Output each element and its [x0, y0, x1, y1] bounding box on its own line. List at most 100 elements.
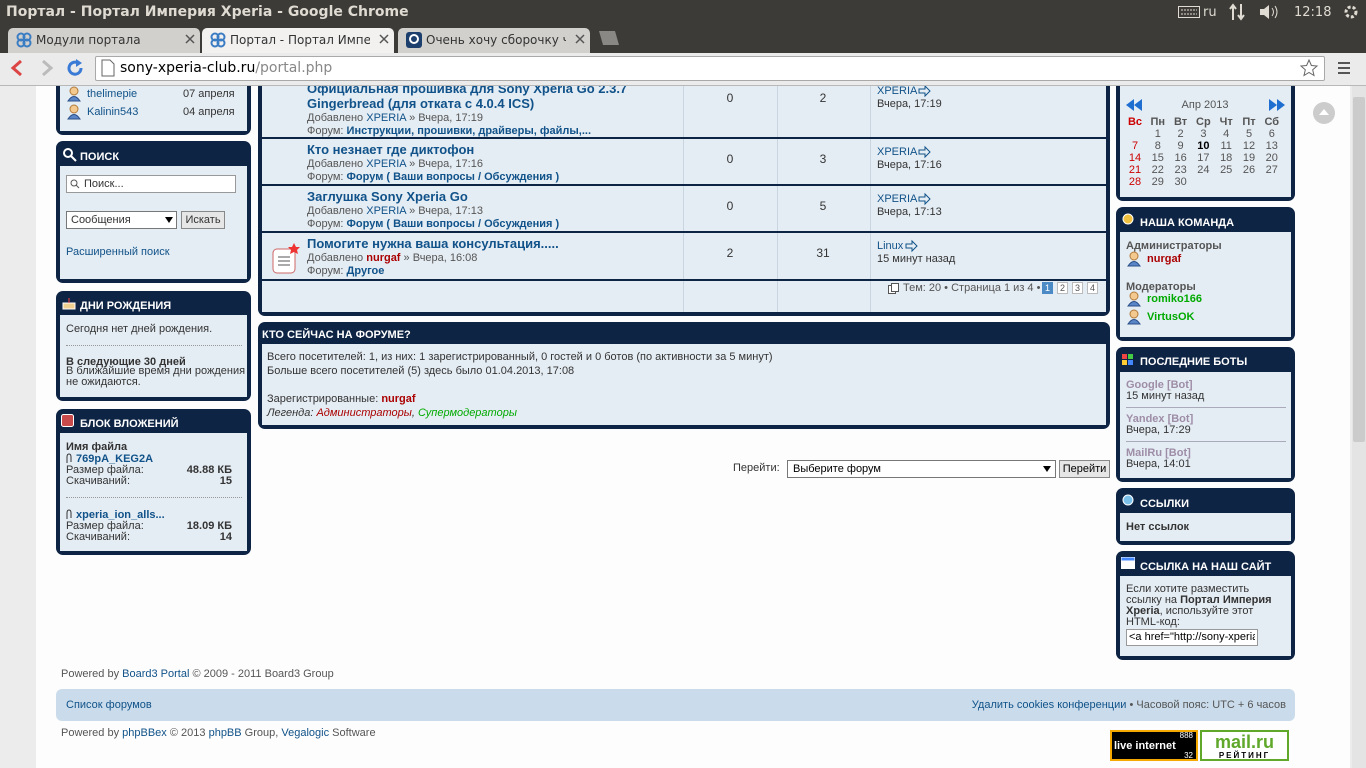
cookies-link[interactable]: Удалить cookies конференции — [971, 699, 1127, 711]
topic-forum: Форум: Форум ( Ваши вопросы / Обсуждения… — [307, 170, 559, 184]
file-link[interactable]: xperia_ion_alls... — [76, 509, 165, 521]
tab-close[interactable] — [575, 34, 585, 44]
back-button[interactable] — [10, 59, 24, 77]
birthdays-today: Сегодня нет дней рождения. — [66, 323, 213, 335]
search-scope-select[interactable] — [66, 211, 177, 229]
text: Powered by — [61, 727, 120, 739]
legend-supermods[interactable]: Супермодераторы — [417, 407, 517, 419]
search-scope[interactable]: Сообщения — [71, 214, 131, 226]
calendar-prev[interactable] — [1126, 99, 1143, 111]
page-button[interactable] — [1087, 282, 1098, 294]
user-link[interactable]: thelimepie — [87, 88, 138, 100]
session-icon[interactable] — [1342, 3, 1360, 21]
tab-title[interactable]: Очень хочу сборочку чуд — [426, 33, 566, 47]
author-link[interactable]: nurgaf — [366, 252, 401, 264]
forum-link[interactable]: Инструкции, прошивки, драйверы, файлы,..… — [346, 125, 592, 137]
last-author-link[interactable]: XPERIA — [877, 193, 918, 205]
forum-link[interactable]: Другое — [346, 265, 385, 277]
mailru-badge[interactable] — [1200, 730, 1289, 761]
author-link[interactable]: XPERIA — [366, 158, 406, 170]
online-total: Всего посетителей: 1, из них: 1 зарегист… — [267, 351, 773, 363]
powered-link[interactable]: phpBB — [208, 727, 242, 739]
tab[interactable] — [8, 28, 200, 53]
last-author-link[interactable]: Linux — [877, 240, 904, 252]
added-label: Добавлено — [307, 158, 364, 170]
liveinternet-badge[interactable] — [1110, 730, 1198, 761]
tab[interactable] — [202, 28, 394, 53]
bot-time: Вчера, 17:29 — [1126, 424, 1191, 436]
weekday: Чт — [1219, 116, 1233, 128]
mod-link[interactable]: VirtusOK — [1147, 311, 1195, 323]
downloads-label: Скачиваний: — [66, 475, 131, 487]
page-number[interactable]: 4 — [1089, 283, 1096, 293]
tab-title[interactable]: Портал - Портал Импери — [230, 33, 370, 47]
tab-close[interactable] — [185, 34, 195, 44]
team-icon — [1122, 213, 1134, 225]
page-button[interactable] — [1072, 282, 1083, 294]
topic-title[interactable]: Помогите нужна ваша консультация..... — [307, 236, 559, 251]
page-number[interactable]: 1 — [1044, 283, 1051, 293]
tab-close[interactable] — [379, 34, 389, 44]
author-link[interactable]: XPERIA — [366, 112, 406, 124]
index-link[interactable]: Список форумов — [66, 699, 152, 711]
last-post-time: Вчера, 17:16 — [877, 159, 942, 171]
text: Если хотите разместить ссылку на — [1126, 583, 1250, 606]
jump-button-label[interactable]: Перейти — [1062, 463, 1107, 475]
calendar-next[interactable] — [1268, 99, 1285, 111]
user-link[interactable]: Kalinin543 — [87, 106, 139, 118]
code-input[interactable] — [1126, 629, 1258, 646]
page-number[interactable]: 3 — [1074, 283, 1081, 293]
scroll-top-button[interactable] — [1312, 101, 1336, 125]
jump-button[interactable] — [1059, 460, 1110, 478]
topic-forum: Форум: Другое — [307, 264, 384, 278]
favicon — [406, 32, 422, 48]
jump-select[interactable] — [787, 460, 1056, 478]
topic-time: » Вчера, 17:19 — [409, 112, 483, 124]
author-link[interactable]: XPERIA — [366, 205, 406, 217]
mod-link[interactable]: romiko166 — [1147, 293, 1203, 305]
new-tab[interactable] — [595, 31, 619, 45]
separator — [1126, 441, 1286, 442]
search-button[interactable] — [181, 211, 225, 229]
powered-link[interactable]: phpBBex — [122, 727, 167, 739]
url-path: /portal.php — [255, 60, 333, 76]
file-link[interactable]: 769pA_KEG2A — [76, 453, 154, 465]
page-button[interactable] — [1042, 282, 1053, 294]
legend-admins[interactable]: Администраторы — [316, 407, 412, 419]
search-input[interactable] — [66, 175, 236, 193]
forward-button[interactable] — [40, 59, 54, 77]
topic-title[interactable]: Заглушка Sony Xperia Go — [307, 189, 468, 204]
last-author-link[interactable]: XPERIA — [877, 146, 918, 158]
url[interactable]: sony-xperia-club.ru/portal.php — [120, 61, 332, 75]
page-number[interactable]: 2 — [1059, 283, 1066, 293]
board3-link[interactable]: Board3 Portal — [122, 668, 190, 680]
title-bar — [0, 0, 1366, 24]
powered-link[interactable]: Vegalogic — [281, 727, 330, 739]
bookmark-star[interactable] — [1299, 58, 1319, 77]
advanced-search-link[interactable]: Расширенный поиск — [66, 246, 170, 258]
jump-select-text[interactable]: Выберите форум — [793, 463, 881, 475]
clip-icon — [66, 453, 72, 463]
tab-title[interactable]: Модули портала — [36, 33, 141, 47]
calendar-day: 19 — [1242, 152, 1256, 164]
replies-count: 0 — [726, 199, 734, 213]
menu-button[interactable] — [1338, 61, 1350, 75]
page-button[interactable] — [1057, 282, 1068, 294]
last-author-link[interactable]: XPERIA — [877, 85, 918, 97]
topic-meta: Добавлено XPERIA » Вчера, 17:19 — [307, 111, 483, 125]
calendar-day: 30 — [1174, 176, 1187, 188]
omnibox[interactable] — [95, 56, 1325, 81]
forum-link[interactable]: Форум ( Ваши вопросы / Обсуждения ) — [346, 171, 560, 183]
select-arrow — [165, 217, 173, 223]
search-button-label[interactable]: Искать — [185, 214, 221, 226]
tab[interactable] — [398, 28, 590, 53]
reload-button[interactable] — [66, 59, 84, 77]
admin-link[interactable]: nurgaf — [1147, 253, 1182, 265]
forum-link[interactable]: Форум ( Ваши вопросы / Обсуждения ) — [346, 218, 560, 230]
calendar-day: 14 — [1128, 152, 1142, 164]
bot-time: 15 минут назад — [1126, 390, 1205, 402]
topic-title[interactable]: Кто незнает где диктофон — [307, 142, 475, 157]
weekday: Ср — [1196, 116, 1211, 128]
registered-user[interactable]: nurgaf — [381, 393, 416, 405]
scroll-thumb[interactable] — [1353, 97, 1365, 442]
